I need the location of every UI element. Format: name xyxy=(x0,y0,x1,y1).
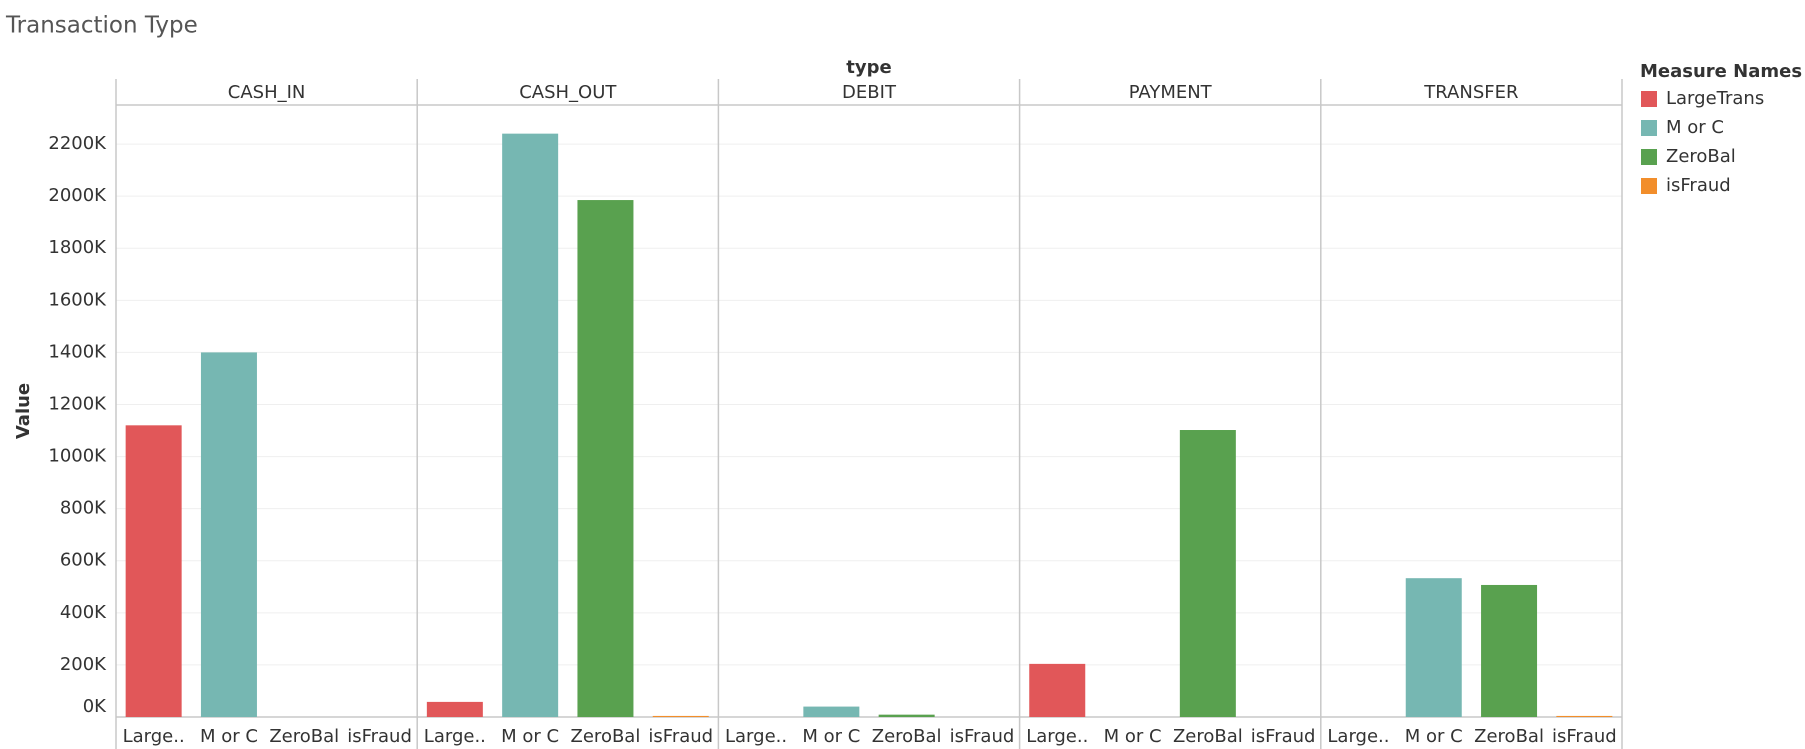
x-tick-label: isFraud xyxy=(1251,726,1316,747)
x-tick-label: M or C xyxy=(802,726,860,747)
y-tick-label: 1400K xyxy=(48,341,107,362)
x-tick-label: M or C xyxy=(1104,726,1162,747)
panel-label: CASH_OUT xyxy=(519,82,617,103)
legend-title: Measure Names xyxy=(1640,61,1802,82)
bar xyxy=(652,715,709,717)
y-tick-label: 1600K xyxy=(48,289,107,310)
x-tick-label: ZeroBal xyxy=(872,726,942,747)
legend-swatch xyxy=(1641,178,1657,194)
x-tick-label: M or C xyxy=(1405,726,1463,747)
x-tick-label: isFraud xyxy=(648,726,713,747)
bar xyxy=(200,352,257,717)
legend-label: M or C xyxy=(1666,117,1724,138)
y-axis-label: Value xyxy=(13,383,34,439)
x-tick-label: isFraud xyxy=(347,726,412,747)
y-tick-label: 400K xyxy=(60,602,107,623)
y-tick-label: 600K xyxy=(60,550,107,571)
bar xyxy=(125,425,182,717)
y-tick-label: 0K xyxy=(83,696,107,717)
bar xyxy=(502,133,559,718)
x-tick-label: Large.. xyxy=(1026,726,1088,747)
x-tick-label: Large.. xyxy=(424,726,486,747)
panel-label: TRANSFER xyxy=(1423,82,1518,103)
chart-title: Transaction Type xyxy=(5,13,198,39)
x-tick-label: Large.. xyxy=(725,726,787,747)
bar xyxy=(426,701,483,717)
panel-label: PAYMENT xyxy=(1129,82,1213,103)
x-tick-label: Large.. xyxy=(1327,726,1389,747)
bar xyxy=(803,706,860,717)
x-tick-label: isFraud xyxy=(950,726,1015,747)
panel-label: DEBIT xyxy=(842,82,897,103)
x-tick-label: M or C xyxy=(200,726,258,747)
bar xyxy=(1179,430,1236,717)
x-tick-label: ZeroBal xyxy=(269,726,339,747)
y-tick-label: 200K xyxy=(60,654,107,675)
legend-label: LargeTrans xyxy=(1666,88,1764,109)
bar xyxy=(1405,578,1462,717)
y-tick-label: 2000K xyxy=(48,185,107,206)
y-tick-label: 1200K xyxy=(48,393,107,414)
x-tick-label: ZeroBal xyxy=(571,726,641,747)
y-tick-label: 800K xyxy=(60,498,107,519)
legend-swatch xyxy=(1641,120,1657,136)
legend-label: ZeroBal xyxy=(1666,146,1736,167)
bar xyxy=(878,714,935,717)
panel-label: CASH_IN xyxy=(228,82,306,103)
bar xyxy=(577,200,634,718)
x-tick-label: ZeroBal xyxy=(1474,726,1544,747)
y-tick-label: 1800K xyxy=(48,237,107,258)
y-tick-label: 1000K xyxy=(48,446,107,467)
legend-label: isFraud xyxy=(1666,175,1731,196)
x-tick-label: M or C xyxy=(501,726,559,747)
x-tick-label: Large.. xyxy=(123,726,185,747)
legend-swatch xyxy=(1641,91,1657,107)
bar xyxy=(1556,715,1613,717)
bar xyxy=(1481,584,1538,717)
facet-label: type xyxy=(846,57,891,78)
y-tick-label: 2200K xyxy=(48,133,107,154)
x-tick-label: ZeroBal xyxy=(1173,726,1243,747)
x-tick-label: isFraud xyxy=(1552,726,1617,747)
legend-swatch xyxy=(1641,149,1657,165)
bar xyxy=(1029,663,1086,717)
